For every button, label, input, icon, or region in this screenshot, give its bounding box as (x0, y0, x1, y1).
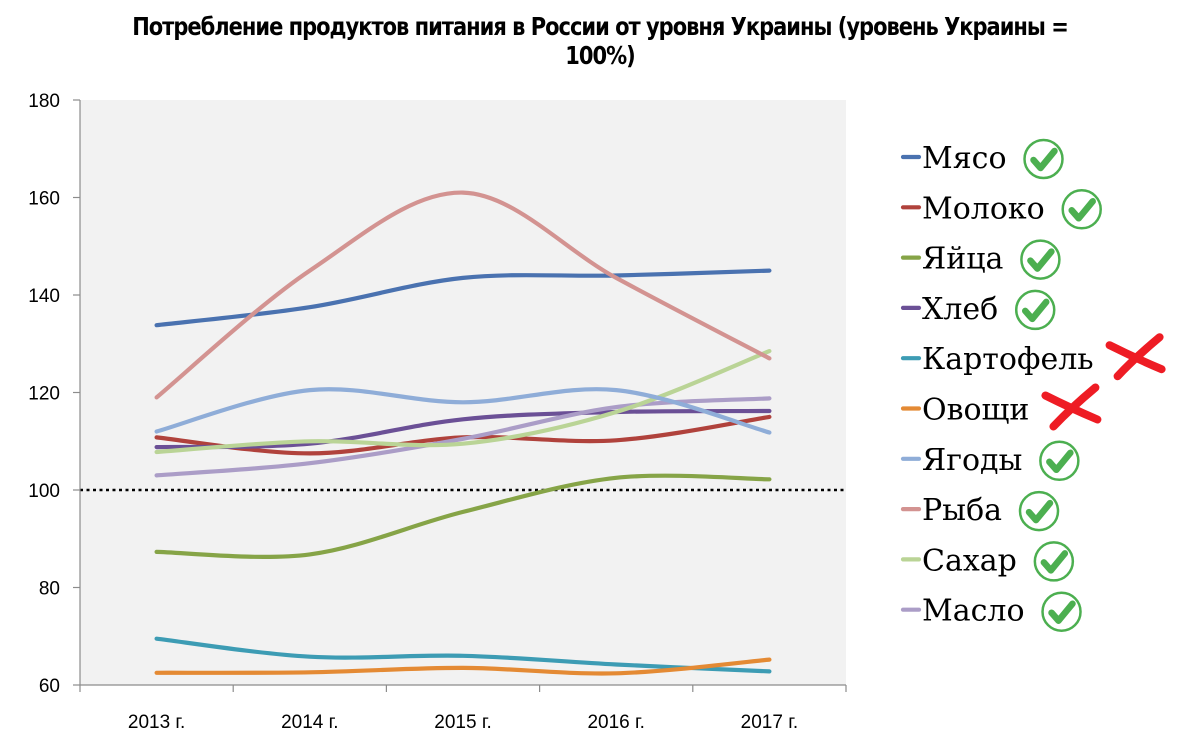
legend-item: Масло (900, 591, 1082, 632)
y-tick-label: 180 (28, 91, 60, 112)
cross-icon (1041, 383, 1102, 431)
x-tick-label: 2017 г. (741, 712, 798, 733)
x-tick-label: 2015 г. (434, 712, 491, 733)
x-tick-label: 2013 г. (128, 712, 185, 733)
check-icon (1041, 591, 1082, 632)
series-3-line (154, 408, 772, 450)
legend-item: Сахар (900, 541, 1075, 582)
legend-label: Сахар (922, 543, 1017, 578)
legend-item: Рыба (900, 490, 1060, 532)
legend-item: Мясо (900, 138, 1064, 180)
series-7-line (154, 190, 772, 400)
legend-label: Яйца (922, 242, 1004, 277)
y-tick-label: 100 (28, 481, 60, 502)
series-0-line (154, 268, 772, 328)
x-tick-label: 2016 г. (587, 712, 644, 733)
legend-label: Рыба (922, 493, 1002, 528)
legend-item: Яйца (900, 239, 1061, 280)
check-icon (1033, 541, 1075, 582)
check-icon (1061, 189, 1102, 230)
legend-label: Овощи (922, 393, 1029, 428)
check-icon (1014, 289, 1056, 331)
legend-label: Хлеб (922, 292, 998, 327)
series-8-line (154, 349, 772, 455)
y-tick-label: 140 (28, 286, 60, 307)
series-5-line (154, 657, 772, 676)
legend-label: Картофель (922, 342, 1094, 377)
plot-area-background (80, 100, 846, 685)
legend-item: Хлеб (900, 289, 1056, 331)
chart-title: Потребление продуктов питания в России о… (132, 12, 1069, 70)
legend-label: Масло (922, 594, 1025, 629)
cross-icon (1105, 333, 1166, 381)
series-4-line (154, 636, 772, 674)
series-6-line (154, 387, 772, 435)
legend-label: Мясо (922, 141, 1007, 176)
y-tick-label: 80 (39, 579, 60, 600)
y-tick-label: 60 (39, 676, 60, 697)
y-tick-label: 120 (28, 384, 60, 405)
legend-item: Ягоды (900, 440, 1080, 482)
x-tick-label: 2014 г. (281, 712, 338, 733)
series-2-line (154, 473, 772, 559)
legend-label: Молоко (922, 191, 1045, 226)
check-icon (1023, 138, 1064, 180)
legend-item: Овощи (900, 383, 1102, 431)
legend-item: Молоко (900, 189, 1102, 230)
y-tick-label: 160 (28, 189, 60, 210)
legend-label: Ягоды (922, 443, 1022, 478)
check-icon (1018, 490, 1060, 532)
check-icon (1039, 440, 1080, 482)
legend-item: Картофель (900, 333, 1166, 381)
check-icon (1020, 239, 1061, 280)
